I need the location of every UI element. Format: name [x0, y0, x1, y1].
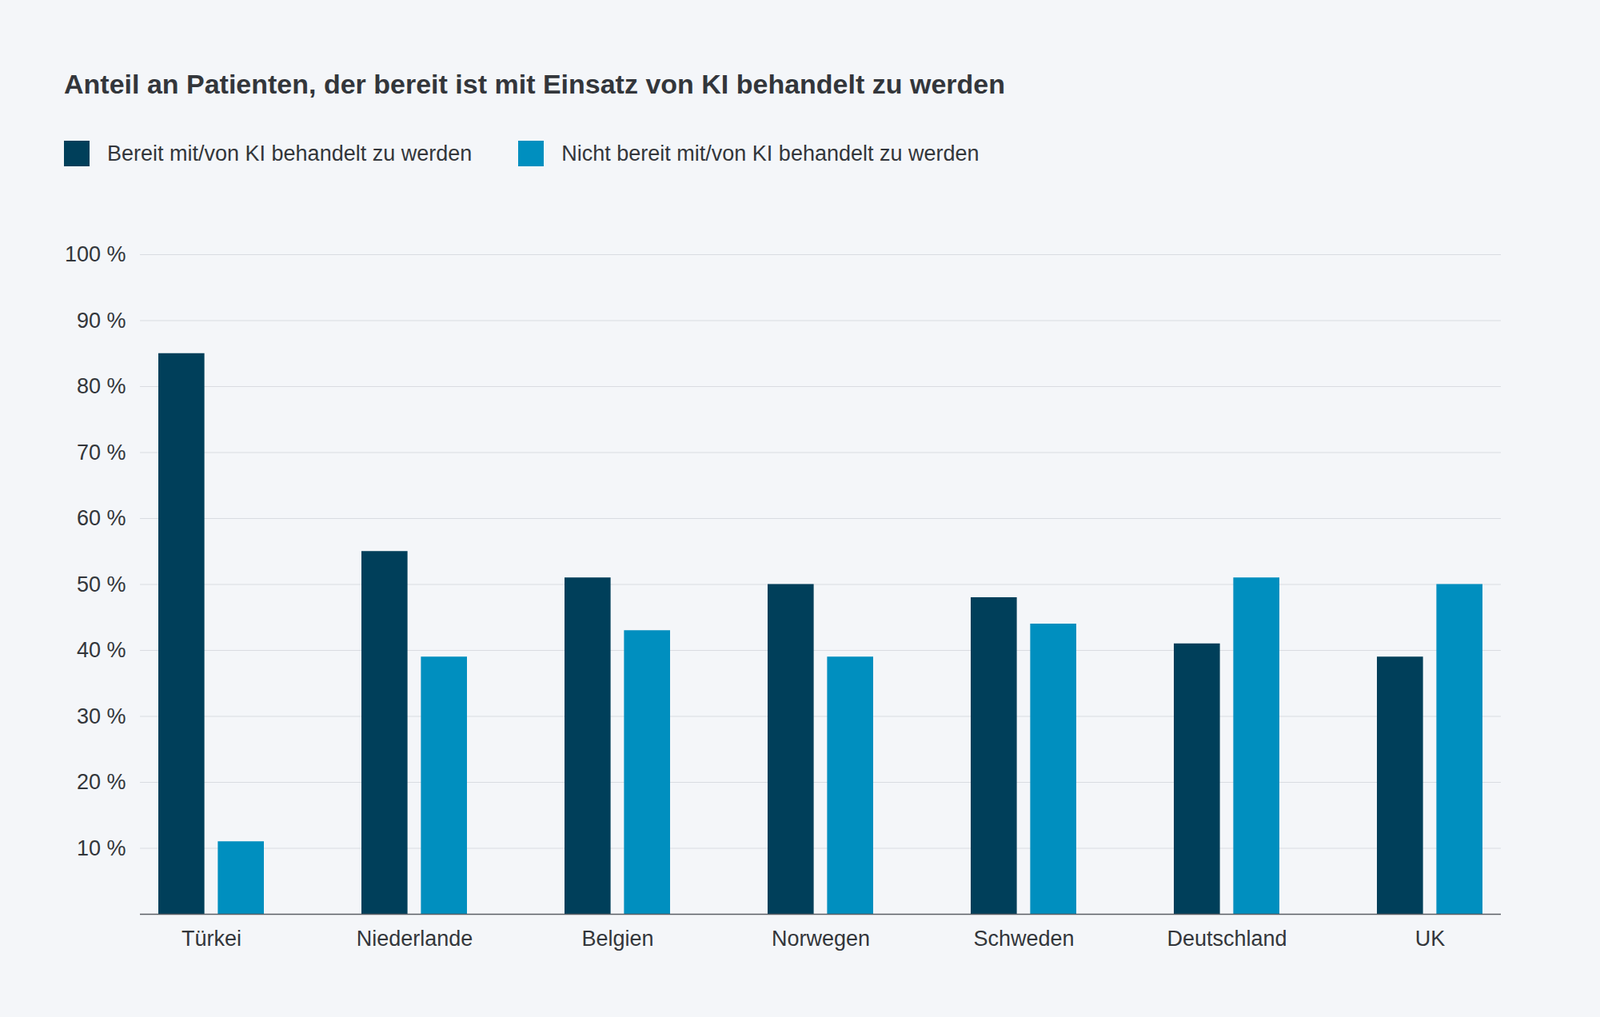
svg-text:70 %: 70 % [76, 440, 127, 465]
svg-text:40 %: 40 % [76, 638, 127, 663]
html-text:Bereit mit/von KI behandelt zu: Bereit mit/von KI behandelt zu werden [107, 141, 473, 166]
svg-text:10 %: 10 % [76, 836, 127, 861]
html-text:Nicht bereit mit/von KI behand: Nicht bereit mit/von KI behandelt zu wer… [561, 141, 980, 166]
svg-text:20 %: 20 % [76, 770, 127, 795]
svg-text:Türkei: Türkei [181, 926, 242, 951]
svg-text:30 %: 30 % [76, 704, 127, 729]
svg-text:Deutschland: Deutschland [1166, 926, 1287, 951]
svg-text:60 %: 60 % [76, 506, 127, 531]
svg-text:UK: UK [1415, 926, 1446, 951]
html-text:Anteil an Patienten, der berei: Anteil an Patienten, der bereit ist mit … [63, 68, 1006, 100]
svg-text:90 %: 90 % [76, 308, 127, 333]
svg-text:Belgien: Belgien [581, 926, 654, 951]
svg-text:100 %: 100 % [64, 242, 127, 267]
svg-text:50 %: 50 % [76, 572, 127, 597]
svg-text:80 %: 80 % [76, 374, 127, 399]
svg-text:Niederlande: Niederlande [356, 926, 474, 951]
svg-text:Schweden: Schweden [973, 926, 1074, 951]
svg-text:Norwegen: Norwegen [771, 926, 870, 951]
